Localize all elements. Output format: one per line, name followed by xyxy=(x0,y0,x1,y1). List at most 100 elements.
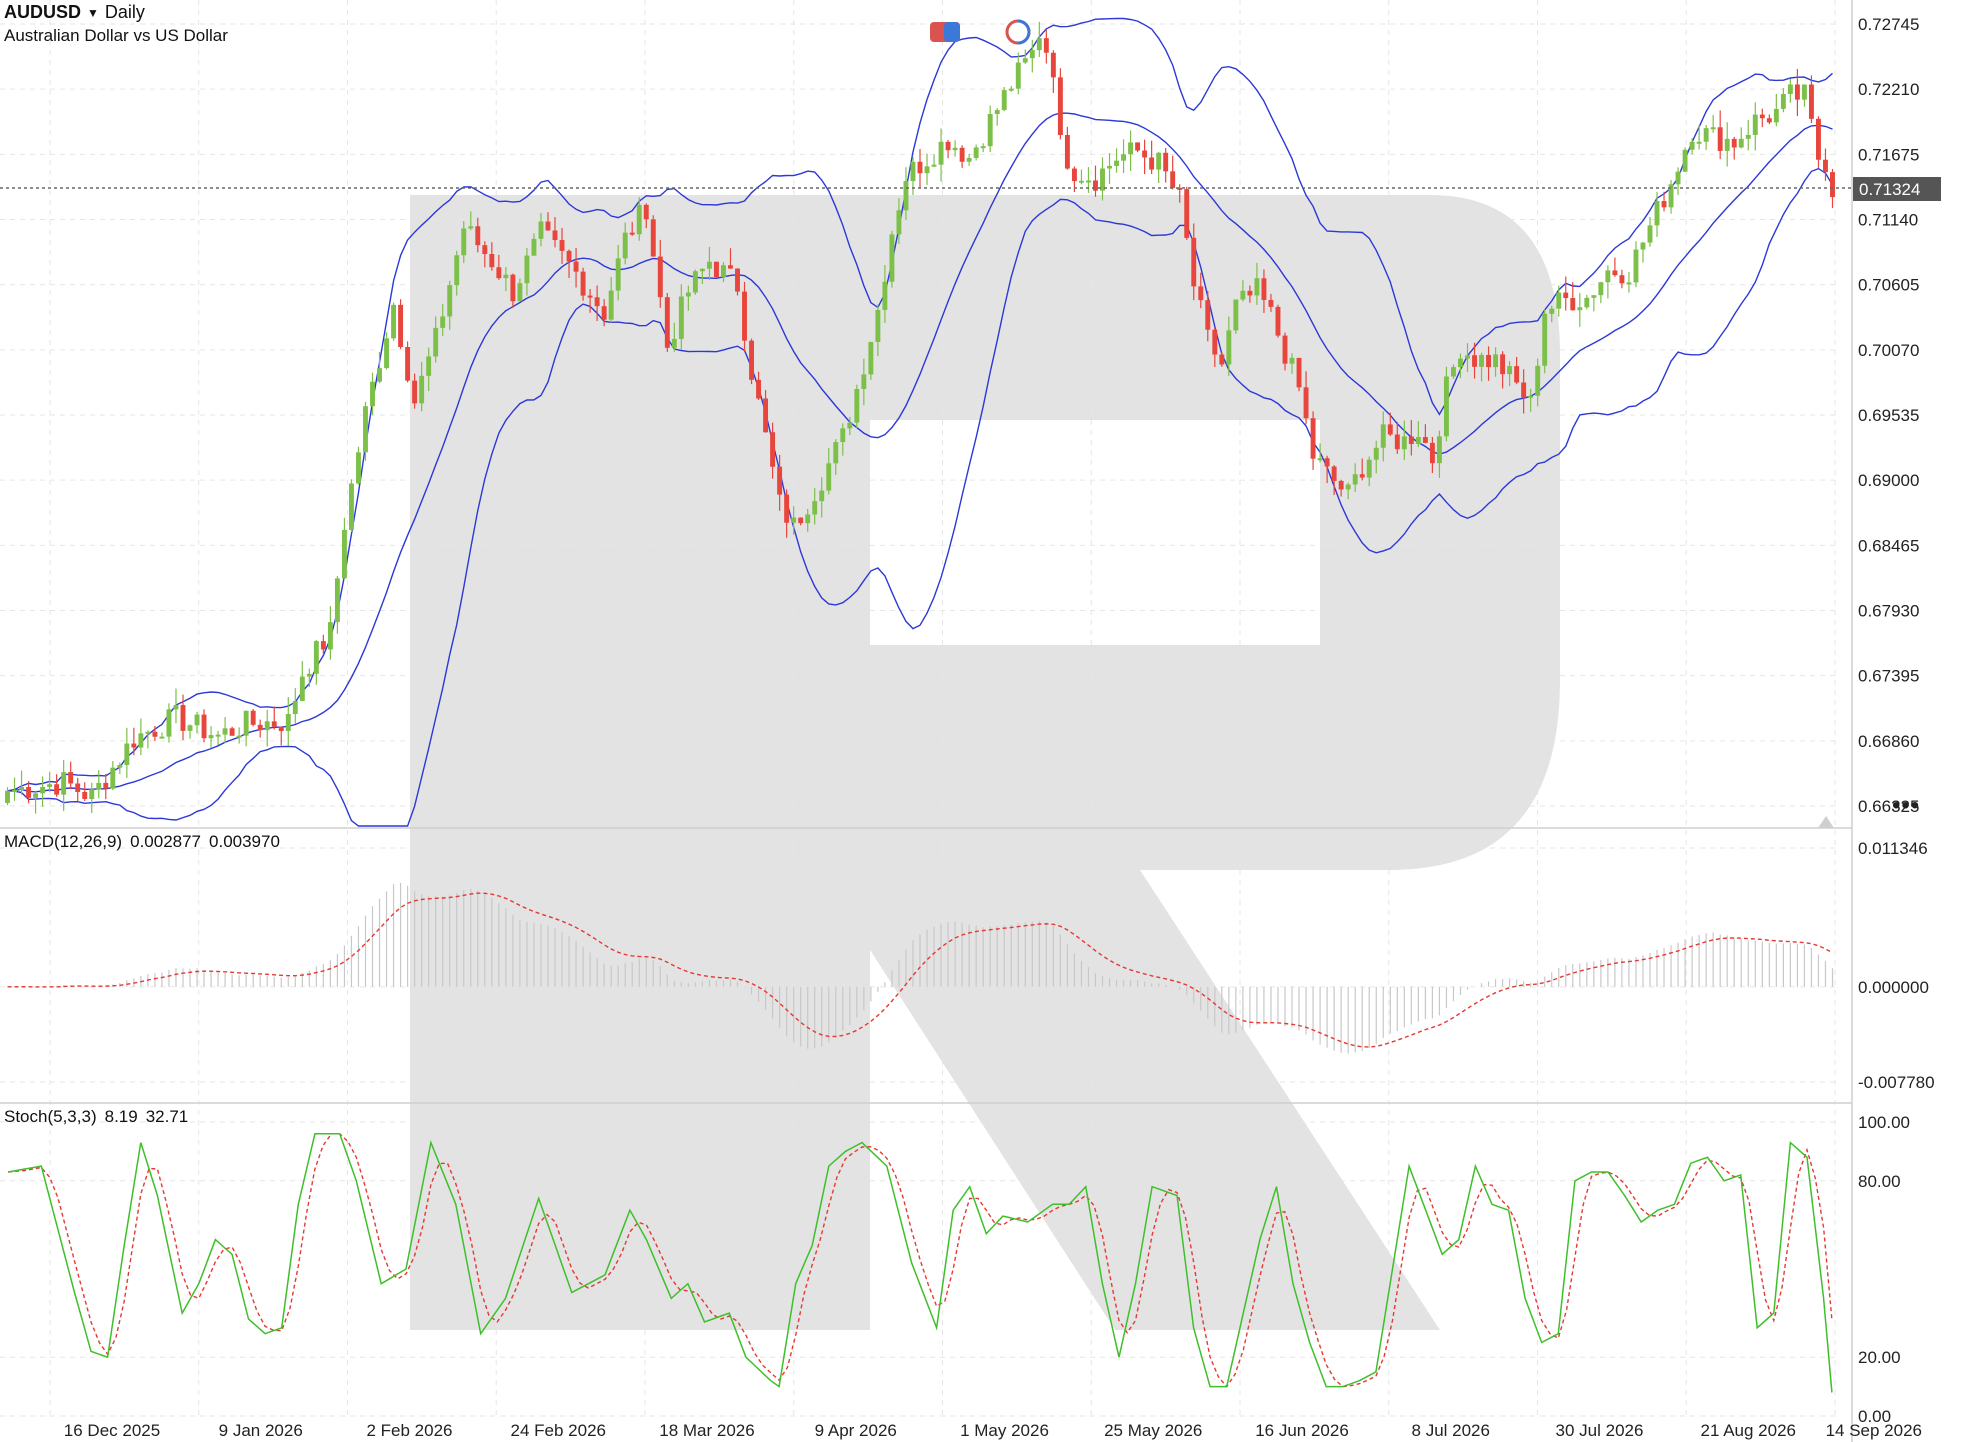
candle xyxy=(334,575,340,634)
panel-separators xyxy=(0,0,1853,1442)
time-tick-label: 25 May 2026 xyxy=(1104,1421,1202,1440)
candle xyxy=(1415,421,1421,448)
candle xyxy=(1422,424,1428,444)
candle xyxy=(1542,309,1548,374)
candle xyxy=(285,697,291,746)
candle xyxy=(1233,299,1239,334)
candle xyxy=(615,244,621,301)
candle xyxy=(1352,463,1358,492)
candle xyxy=(1661,191,1667,212)
candle xyxy=(938,128,944,182)
candle xyxy=(1331,465,1337,496)
candle xyxy=(103,773,109,800)
current-price-badge xyxy=(1853,177,1941,201)
macd-tick-label: 0.000000 xyxy=(1858,978,1929,997)
candle xyxy=(306,668,312,688)
symbol-selector[interactable]: AUDUSD ▼ Daily xyxy=(4,2,145,23)
candle xyxy=(1114,148,1119,173)
candle xyxy=(257,719,263,738)
candle xyxy=(1675,167,1681,195)
candle xyxy=(1815,116,1821,168)
candle xyxy=(931,154,937,168)
candle xyxy=(1429,437,1435,474)
candle xyxy=(1100,157,1105,201)
candle xyxy=(1036,21,1042,57)
bollinger-lower-band xyxy=(7,167,1834,827)
candle xyxy=(1310,411,1316,470)
candle xyxy=(882,264,888,323)
candle xyxy=(1731,136,1737,160)
candle xyxy=(503,266,509,292)
candle xyxy=(1696,125,1702,150)
candle xyxy=(82,782,88,802)
candle xyxy=(26,780,32,804)
candle xyxy=(566,249,572,279)
candle xyxy=(959,145,965,168)
candle xyxy=(1563,276,1569,311)
candle xyxy=(1268,293,1274,312)
candle xyxy=(1738,127,1744,149)
candle xyxy=(1135,142,1141,153)
candle xyxy=(1710,114,1716,133)
candle xyxy=(791,506,797,535)
candle xyxy=(1626,271,1632,293)
candle xyxy=(608,277,614,323)
macd-signal-value: 0.003970 xyxy=(209,832,280,851)
candle xyxy=(1436,430,1442,478)
candle xyxy=(1408,419,1414,456)
candle xyxy=(173,688,179,724)
scale-toggle-icon[interactable] xyxy=(1818,816,1834,828)
stoch-tick-label: 80.00 xyxy=(1858,1172,1901,1191)
candle xyxy=(482,241,488,268)
candle xyxy=(47,772,53,792)
candle xyxy=(1212,328,1218,368)
candle xyxy=(138,718,144,756)
candle xyxy=(1605,265,1611,299)
candle xyxy=(405,341,411,383)
macd-panel xyxy=(7,882,1834,1054)
candle xyxy=(271,706,277,730)
event-markers[interactable] xyxy=(930,19,1031,45)
candle xyxy=(489,242,495,271)
candle xyxy=(12,777,17,801)
grid-lines xyxy=(0,0,1840,1418)
candle xyxy=(215,730,221,746)
candle xyxy=(770,422,776,479)
candle xyxy=(1591,294,1597,312)
candle xyxy=(580,267,586,301)
candle xyxy=(159,732,165,739)
candle xyxy=(847,416,853,435)
candle xyxy=(1345,482,1351,500)
candle xyxy=(89,782,95,814)
stoch-k-value: 8.19 xyxy=(104,1107,138,1126)
macd-tick-label: 0.011346 xyxy=(1858,839,1928,858)
candle xyxy=(945,139,951,159)
candle xyxy=(756,371,762,401)
time-axis: 16 Dec 2025 9 Jan 2026 2 Feb 2026 24 Feb 20… xyxy=(64,1421,1922,1440)
candle xyxy=(412,373,418,409)
symbol-name[interactable]: AUDUSD xyxy=(4,2,82,22)
time-tick-label: 18 Mar 2026 xyxy=(659,1421,754,1440)
candle xyxy=(1458,353,1463,379)
candle xyxy=(348,479,354,532)
candle xyxy=(117,762,123,775)
candle xyxy=(531,233,537,257)
candle xyxy=(1612,257,1618,277)
caret-down-icon[interactable]: ▼ xyxy=(87,5,99,20)
candle xyxy=(1717,110,1723,160)
stoch-tick-label: 100.00 xyxy=(1858,1113,1910,1132)
candle xyxy=(1514,356,1520,385)
timeframe-label[interactable]: Daily xyxy=(104,2,145,22)
time-tick-label: 2 Feb 2026 xyxy=(366,1421,452,1440)
candle xyxy=(194,711,200,734)
candle xyxy=(924,153,930,185)
candle xyxy=(1191,223,1197,301)
candle xyxy=(19,770,25,795)
candle xyxy=(1500,351,1506,389)
candle xyxy=(910,156,916,195)
candle xyxy=(1808,75,1814,124)
price-tick-label: 0.72745 xyxy=(1858,15,1919,34)
more-options-icon[interactable]: ••• xyxy=(1892,792,1921,819)
candle xyxy=(110,761,116,791)
